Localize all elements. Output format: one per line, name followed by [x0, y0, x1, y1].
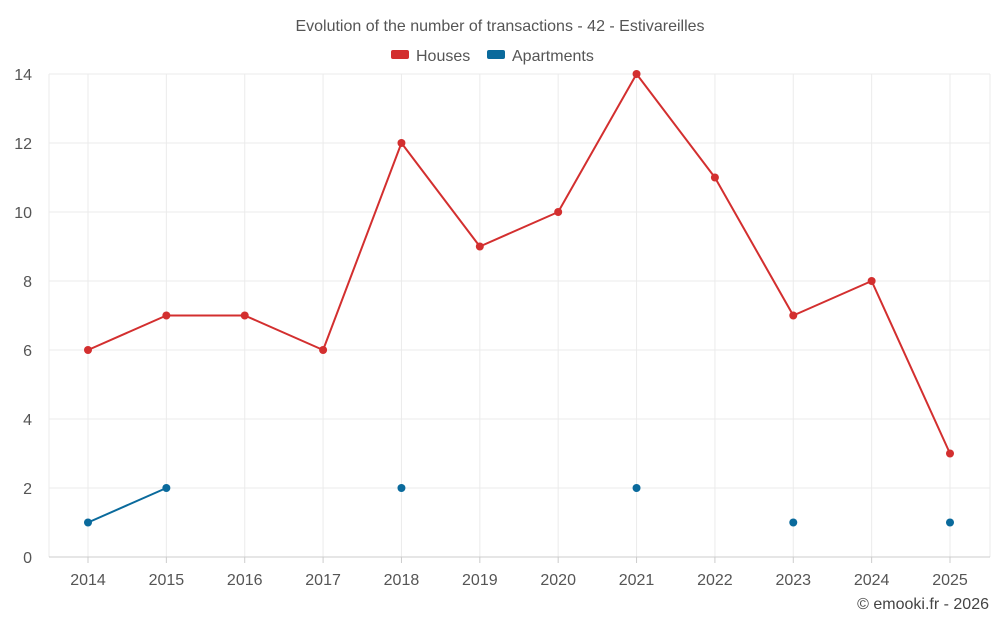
point-apartments-2018 — [397, 484, 406, 492]
x-tick-label: 2016 — [227, 572, 263, 589]
point-apartments-2025 — [946, 518, 954, 527]
tick-labels: 0 2 4 6 8 10 12 14 2014 2015 2016 2017 2018 2019 2020 2… — [14, 67, 968, 589]
x-tick-label: 2024 — [854, 572, 890, 589]
credit-text: © emooki.fr - 2026 — [857, 596, 989, 613]
x-tick-label: 2015 — [149, 572, 185, 589]
point-apartments-2023 — [789, 518, 798, 527]
legend-swatch-apartments — [487, 50, 505, 59]
series — [84, 70, 954, 527]
chart-title: Evolution of the number of transactions … — [295, 18, 704, 35]
series-houses — [84, 70, 954, 458]
point-houses-2023 — [789, 311, 798, 320]
legend-item-apartments[interactable]: Apartments — [487, 48, 594, 65]
point-houses-2022 — [710, 173, 719, 182]
point-houses-2019 — [475, 242, 484, 251]
y-tick-label: 6 — [23, 343, 32, 360]
y-tick-label: 10 — [14, 205, 32, 222]
point-apartments-2014 — [84, 518, 92, 527]
legend-label-apartments: Apartments — [512, 48, 594, 65]
point-houses-2021 — [632, 70, 641, 78]
point-apartments-2015 — [162, 484, 171, 492]
x-tick-label: 2019 — [462, 572, 498, 589]
point-apartments-2021 — [632, 484, 641, 492]
x-tick-label: 2023 — [775, 572, 811, 589]
legend-item-houses[interactable]: Houses — [391, 48, 470, 65]
point-houses-2024 — [867, 277, 876, 285]
legend: Houses Apartments — [391, 48, 594, 65]
y-tick-label: 12 — [14, 136, 32, 153]
legend-label-houses: Houses — [416, 48, 470, 65]
y-tick-label: 14 — [14, 67, 32, 84]
x-tick-label: 2021 — [619, 572, 655, 589]
point-houses-2025 — [946, 449, 954, 458]
point-houses-2017 — [319, 346, 328, 354]
x-tick-label: 2017 — [305, 572, 341, 589]
line-apartments — [87, 487, 167, 524]
y-tick-label: 8 — [23, 274, 32, 291]
y-tick-label: 2 — [23, 481, 32, 498]
y-tick-label: 4 — [23, 412, 32, 429]
x-tick-label: 2025 — [932, 572, 968, 589]
x-tick-label: 2018 — [384, 572, 420, 589]
axes — [48, 74, 991, 563]
y-tick-label: 0 — [23, 550, 32, 567]
point-houses-2018 — [397, 139, 406, 147]
point-houses-2014 — [84, 346, 92, 354]
x-tick-label: 2014 — [70, 572, 106, 589]
point-houses-2016 — [240, 311, 249, 320]
series-apartments — [84, 484, 954, 527]
line-houses — [87, 73, 951, 454]
point-houses-2020 — [554, 208, 563, 216]
x-tick-label: 2020 — [540, 572, 576, 589]
legend-swatch-houses — [391, 50, 409, 59]
point-houses-2015 — [162, 311, 171, 320]
gridlines — [49, 73, 990, 557]
x-tick-label: 2022 — [697, 572, 733, 589]
